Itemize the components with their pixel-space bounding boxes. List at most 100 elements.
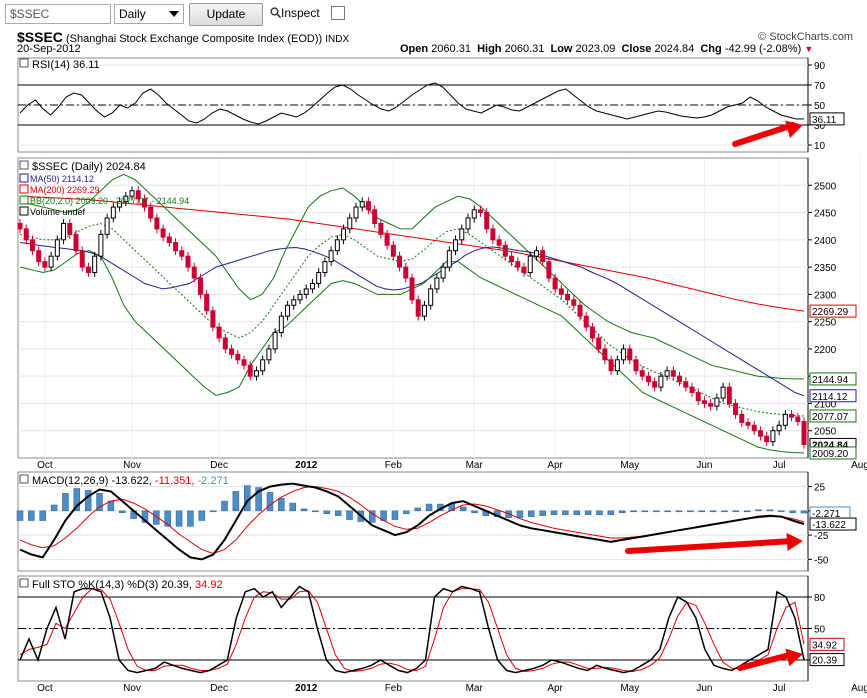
symbol-title: $SSEC — [17, 29, 63, 45]
candle-body — [42, 261, 48, 268]
stoch-x-tick-label: Oct — [37, 683, 53, 694]
price-x-tick-label: Jun — [696, 460, 712, 471]
price-value-label: 2077.07 — [812, 412, 849, 423]
stoch-tick-label: 50 — [814, 625, 826, 636]
period-select[interactable]: Daily — [114, 4, 184, 24]
rsi-tick-label: 50 — [814, 101, 826, 112]
inspect-checkbox[interactable] — [331, 6, 345, 20]
rsi-tick-label: 30 — [814, 121, 826, 132]
red-arrow-shaft — [625, 538, 796, 554]
inspect-toggle[interactable]: Inspect — [270, 6, 320, 20]
candle-body — [509, 255, 515, 263]
candle-body — [577, 304, 583, 317]
macd-hist-bar — [278, 497, 285, 512]
macd-hist-bar — [334, 510, 342, 516]
candle-body — [48, 255, 54, 268]
macd-hist-bar — [175, 510, 183, 527]
macd-hist-bar — [732, 510, 740, 513]
stoch-x-tick-label: Nov — [123, 683, 141, 694]
candle-body — [708, 402, 714, 407]
exchange: INDX — [325, 34, 350, 45]
price-x-tick-label: Jul — [773, 460, 786, 471]
candle-body — [191, 266, 197, 279]
price-tick-label: 2400 — [814, 236, 837, 247]
candle-body — [341, 228, 347, 241]
macd-title: MACD(12,26,9) -13.622, -11.351, -2.271 — [32, 475, 229, 487]
chart-date: 20-Sep-2012 — [17, 43, 81, 55]
rsi-red-arrow — [732, 120, 803, 147]
macd-hist-bar — [266, 492, 274, 512]
macd-hist-bar — [164, 510, 171, 527]
candle-body — [421, 304, 427, 317]
stoch-value-label: 20.39 — [812, 656, 837, 667]
candle-body — [428, 288, 434, 306]
candle-body — [664, 370, 670, 377]
candle-body — [533, 250, 539, 257]
close-label: Close — [621, 43, 652, 55]
macd-hist-bar — [346, 510, 353, 520]
rsi-line — [19, 82, 805, 125]
macd-signal-line — [19, 486, 805, 555]
search-icon — [270, 7, 282, 19]
candle-body — [85, 266, 91, 274]
red-arrow-shaft — [732, 122, 796, 147]
candle-body — [260, 359, 266, 372]
stoch-tick-label: 20 — [814, 656, 826, 667]
candle-body — [123, 195, 129, 203]
stoch-x-tick-label: Aug — [851, 683, 867, 694]
symbol-input[interactable]: $SSEC — [5, 4, 111, 24]
macd-hist-bar — [789, 510, 796, 514]
macd-hist-bar — [414, 507, 421, 512]
candle-body — [272, 332, 278, 350]
price-x-tick-label: Dec — [210, 460, 228, 471]
macd-tick-label: 25 — [814, 483, 826, 494]
macd-hist-bar — [766, 509, 774, 512]
candle-body — [285, 304, 291, 317]
candle-body — [29, 239, 35, 252]
price-legend-item-swatch — [19, 173, 29, 183]
high-value: 2060.31 — [504, 43, 545, 55]
candle-body — [571, 299, 577, 306]
stoch-x-tick-label: Dec — [210, 683, 228, 694]
candle-body — [266, 348, 272, 361]
candle-body — [714, 397, 720, 407]
macd-hist-bar — [232, 491, 240, 512]
macd-hist-bar — [539, 510, 546, 516]
macd-hist-bar — [550, 510, 558, 515]
macd-hist-bar — [50, 504, 58, 512]
red-arrow-shaft — [737, 651, 796, 671]
toolbar: $SSEC Daily Update Inspect — [0, 0, 867, 28]
candle-body — [372, 209, 378, 224]
price-legend-item-swatch — [19, 195, 29, 205]
candle-body — [565, 293, 571, 301]
macd-hist-bar — [221, 500, 228, 512]
macd-value-label: -2.271 — [812, 509, 841, 520]
macd-hist-bar — [73, 488, 81, 512]
macd-panel-frame — [17, 471, 809, 572]
macd-hist-bar — [755, 509, 762, 512]
candle-body — [670, 370, 676, 377]
candle-body — [129, 190, 135, 197]
red-arrow-head — [785, 648, 803, 667]
macd-hist-bar — [641, 510, 649, 513]
candle-body — [496, 239, 502, 246]
price-x-tick-label: May — [620, 460, 639, 471]
candle-body — [552, 277, 558, 290]
candle-body — [297, 293, 303, 301]
price-value-label-box — [809, 389, 857, 403]
down-triangle-icon: ▼ — [804, 44, 814, 54]
macd-hist-bar — [505, 510, 512, 518]
candle-body — [652, 381, 658, 388]
update-button[interactable]: Update — [189, 3, 263, 26]
stoch-value-label-box — [809, 637, 845, 651]
price-x-tick-label: Nov — [123, 460, 141, 471]
macd-hist-bar — [39, 510, 46, 521]
candle-body — [459, 228, 465, 241]
candle-body — [154, 217, 160, 230]
candle-body — [801, 420, 807, 445]
macd-hist-bar — [459, 506, 467, 512]
macd-hist-bar — [130, 510, 137, 519]
macd-hist-bar — [153, 510, 160, 525]
macd-hist-bar — [437, 503, 444, 512]
stoch-panel-frame — [17, 575, 809, 682]
